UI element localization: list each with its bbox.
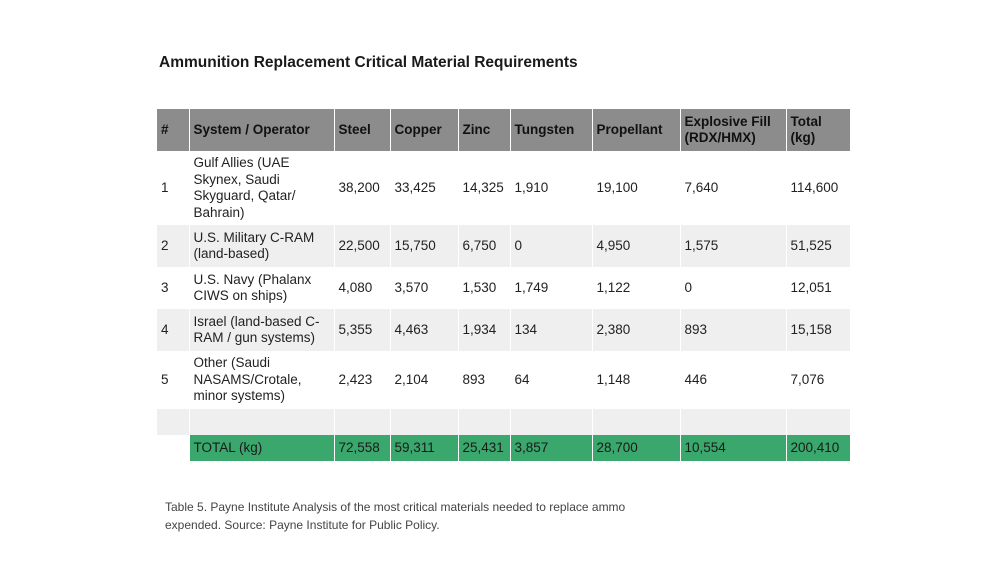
total-row-number	[157, 435, 190, 461]
tungsten-value: 134	[510, 309, 593, 351]
row-number: 1	[157, 151, 190, 225]
col-header-tungsten: Tungsten	[510, 109, 593, 151]
explosive-fill-value: 1,575	[680, 225, 787, 267]
explosive-fill-value: 446	[680, 351, 787, 409]
propellant-value: 1,148	[592, 351, 681, 409]
zinc-value: 893	[458, 351, 511, 409]
copper-value: 3,570	[390, 267, 459, 309]
copper-value: 15,750	[390, 225, 459, 267]
steel-value: 2,423	[334, 351, 391, 409]
steel-value: 5,355	[334, 309, 391, 351]
copper-value: 2,104	[390, 351, 459, 409]
total-value: 7,076	[786, 351, 850, 409]
system-operator: Gulf Allies (UAE Skynex, Saudi Skyguard,…	[189, 151, 335, 225]
total-tungsten: 3,857	[510, 435, 593, 461]
explosive-fill-value: 7,640	[680, 151, 787, 225]
zinc-value: 14,325	[458, 151, 511, 225]
total-value: 15,158	[786, 309, 850, 351]
explosive-fill-value: 0	[680, 267, 787, 309]
system-operator: U.S. Military C-RAM (land-based)	[189, 225, 335, 267]
total-value: 114,600	[786, 151, 850, 225]
tungsten-value: 0	[510, 225, 593, 267]
steel-value: 4,080	[334, 267, 391, 309]
total-explosive-fill: 10,554	[680, 435, 787, 461]
zinc-value: 1,934	[458, 309, 511, 351]
total-value: 12,051	[786, 267, 850, 309]
explosive-fill-value: 893	[680, 309, 787, 351]
row-number: 5	[157, 351, 190, 409]
col-header-zinc: Zinc	[458, 109, 511, 151]
col-header-copper: Copper	[390, 109, 459, 151]
propellant-value: 1,122	[592, 267, 681, 309]
col-header-number: #	[157, 109, 190, 151]
col-header-system: System / Operator	[189, 109, 335, 151]
propellant-value: 2,380	[592, 309, 681, 351]
total-steel: 72,558	[334, 435, 391, 461]
materials-table: # System / Operator Steel Copper Zinc Tu…	[157, 109, 850, 461]
table-caption: Table 5. Payne Institute Analysis of the…	[165, 500, 626, 532]
row-number: 3	[157, 267, 190, 309]
col-header-steel: Steel	[334, 109, 391, 151]
col-header-explosive-fill: Explosive Fill (RDX/HMX)	[680, 109, 787, 151]
tungsten-value: 64	[510, 351, 593, 409]
propellant-value: 4,950	[592, 225, 681, 267]
copper-value: 4,463	[390, 309, 459, 351]
total-copper: 59,311	[390, 435, 459, 461]
steel-value: 38,200	[334, 151, 391, 225]
system-operator: U.S. Navy (Phalanx CIWS on ships)	[189, 267, 335, 309]
row-number: 4	[157, 309, 190, 351]
system-operator: Other (Saudi NASAMS/Crotale, minor syste…	[189, 351, 335, 409]
blank-row	[157, 409, 850, 435]
table-row: 2 U.S. Military C-RAM (land-based) 22,50…	[157, 225, 850, 267]
steel-value: 22,500	[334, 225, 391, 267]
table-row: 4 Israel (land-based C-RAM / gun systems…	[157, 309, 850, 351]
zinc-value: 1,530	[458, 267, 511, 309]
total-label: TOTAL (kg)	[189, 435, 335, 461]
table-row: 5 Other (Saudi NASAMS/Crotale, minor sys…	[157, 351, 850, 409]
tungsten-value: 1,910	[510, 151, 593, 225]
copper-value: 33,425	[390, 151, 459, 225]
table-row: 3 U.S. Navy (Phalanx CIWS on ships) 4,08…	[157, 267, 850, 309]
col-header-propellant: Propellant	[592, 109, 681, 151]
table-row: 1 Gulf Allies (UAE Skynex, Saudi Skyguar…	[157, 151, 850, 225]
total-zinc: 25,431	[458, 435, 511, 461]
total-value: 51,525	[786, 225, 850, 267]
row-number: 2	[157, 225, 190, 267]
total-kg: 200,410	[786, 435, 850, 461]
propellant-value: 19,100	[592, 151, 681, 225]
system-operator: Israel (land-based C-RAM / gun systems)	[189, 309, 335, 351]
table-title: Ammunition Replacement Critical Material…	[159, 54, 578, 71]
total-row: TOTAL (kg) 72,558 59,311 25,431 3,857 28…	[157, 435, 850, 461]
table-header-row: # System / Operator Steel Copper Zinc Tu…	[157, 109, 850, 151]
tungsten-value: 1,749	[510, 267, 593, 309]
zinc-value: 6,750	[458, 225, 511, 267]
col-header-total: Total (kg)	[786, 109, 850, 151]
total-propellant: 28,700	[592, 435, 681, 461]
